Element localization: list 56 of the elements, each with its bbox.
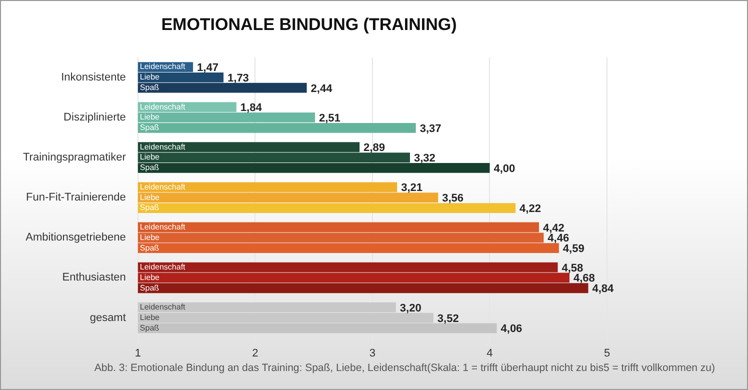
series-label: Liebe [140, 72, 160, 82]
data-label: 4,84 [592, 283, 615, 296]
series-label: Leidenschaft [140, 182, 186, 192]
data-label: 4,06 [500, 323, 522, 336]
data-label: 4,22 [520, 203, 541, 216]
data-label: 4,42 [542, 222, 564, 234]
data-label: 3,56 [442, 192, 464, 205]
data-label: 2,51 [318, 112, 340, 125]
data-label: 4,00 [494, 162, 516, 175]
text: Spaß [140, 123, 160, 132]
y-tick-label: Fun-Fit-Trainierende [26, 192, 126, 204]
series-label: Spaß [140, 283, 160, 292]
text: Leidenschaft [140, 262, 186, 272]
y-tick-label: Inkonsistente [61, 71, 126, 84]
text: Liebe [140, 312, 160, 322]
text: Leidenschaft [140, 62, 186, 72]
x-tick-label: 3 [369, 347, 376, 360]
chart-title: EMOTIONALE BINDUNG (TRAINING) [161, 14, 457, 34]
data-label: 2,44 [310, 82, 334, 95]
data-label: 1,47 [197, 62, 218, 74]
text: Leidenschaft [140, 222, 186, 232]
text: Spaß [140, 243, 160, 252]
data-label: 3,21 [401, 182, 423, 194]
y-tick-label: Disziplinierte [64, 112, 126, 124]
y-tick-label: gesamt [90, 312, 126, 324]
data-label: 1,73 [228, 72, 249, 84]
data-label: 3,52 [437, 312, 459, 325]
data-label: 4,59 [562, 243, 584, 256]
x-tick-label: 1 [134, 347, 141, 360]
text: Leidenschaft [140, 142, 186, 152]
x-tick-label: 2 [252, 347, 258, 360]
data-label: 2,89 [364, 142, 385, 154]
data-label: 4,58 [562, 262, 584, 274]
text: Liebe [140, 152, 160, 162]
x-tick-label: 4 [486, 347, 493, 360]
text: Spaß [140, 323, 160, 332]
text: Liebe [140, 192, 160, 202]
y-tick-label: Trainingspragmatiker [22, 152, 126, 164]
data-label: 1,84 [240, 102, 263, 114]
text: Liebe [140, 232, 160, 242]
y-tick-label: Enthusiasten [62, 272, 126, 284]
data-label: 3,32 [414, 152, 436, 165]
data-label: 4,68 [573, 272, 595, 285]
text: Liebe [140, 272, 160, 282]
data-label: 3,37 [420, 122, 442, 135]
text: Leidenschaft [140, 302, 186, 312]
text: Leidenschaft [140, 102, 186, 112]
text: Spaß [140, 163, 160, 172]
text: Liebe [140, 112, 160, 122]
text: Spaß [140, 83, 160, 92]
x-tick-label: 5 [604, 347, 610, 360]
text: Spaß [140, 203, 160, 212]
caption: Abb. 3: Emotionale Bindung an das Training: Spaß, Liebe, Leidenschaft(Skala: 1 = trifft überhaupt nicht zu bis5 = trifft vollkommen zu) [93, 362, 716, 374]
y-tick-label: Ambitionsgetriebene [26, 232, 126, 244]
data-label: 3,20 [400, 302, 422, 314]
data-label: 4,46 [548, 232, 570, 245]
